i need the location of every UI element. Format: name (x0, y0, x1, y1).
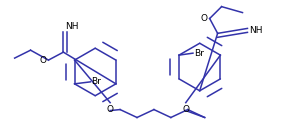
Text: Br: Br (91, 77, 101, 86)
Text: O: O (107, 105, 114, 114)
Text: NH: NH (250, 26, 263, 35)
Text: O: O (39, 56, 46, 65)
Text: NH: NH (65, 22, 79, 31)
Text: O: O (201, 14, 208, 23)
Text: Br: Br (194, 49, 204, 58)
Text: O: O (182, 105, 189, 114)
